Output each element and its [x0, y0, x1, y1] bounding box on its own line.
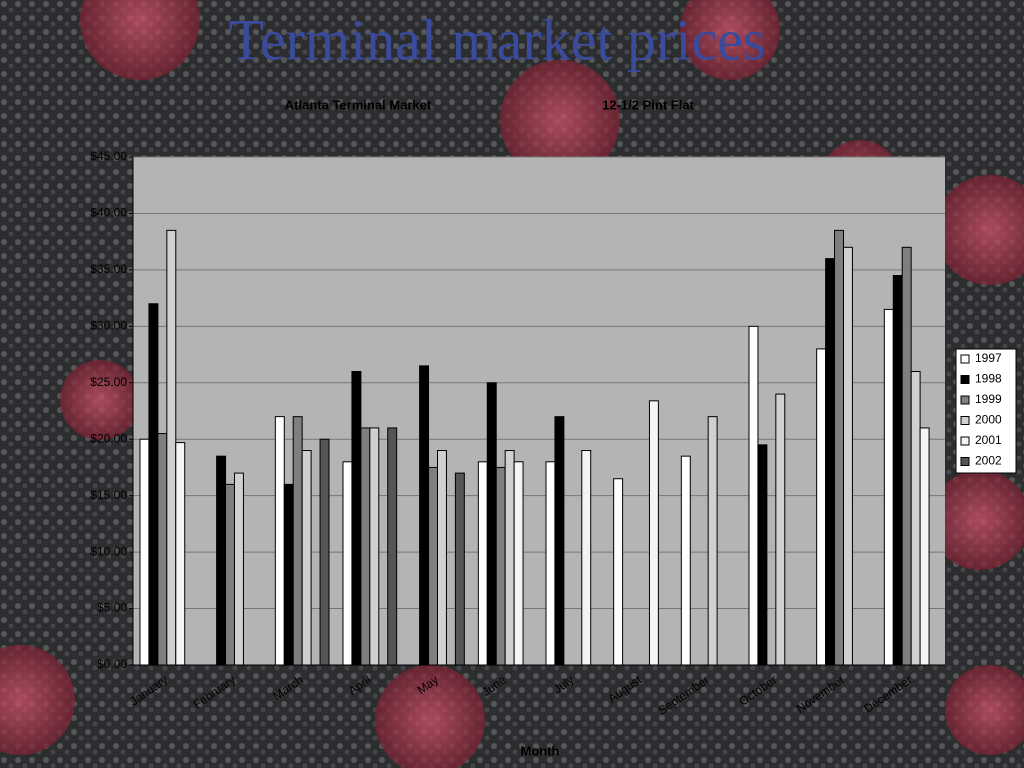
bar — [387, 427, 398, 666]
bar — [581, 450, 592, 666]
bar — [319, 438, 330, 666]
y-tick-label: $20.00 — [90, 431, 127, 445]
bar — [892, 275, 903, 666]
bar — [901, 246, 912, 666]
bar — [225, 483, 236, 666]
bar — [139, 438, 150, 666]
bar — [301, 450, 312, 666]
y-tick-label: $30.00 — [90, 319, 127, 333]
bar — [495, 466, 506, 666]
bar — [680, 455, 691, 666]
bar — [757, 444, 768, 666]
legend-label: 1998 — [975, 372, 1002, 386]
bar — [360, 427, 371, 666]
legend-swatch — [960, 436, 970, 446]
chart-subtitle: 12-1/2 Pint Flat — [602, 97, 694, 112]
bar — [148, 303, 159, 666]
y-tick-label: $5.00 — [97, 601, 127, 615]
legend-label: 1997 — [975, 351, 1002, 365]
bar — [816, 348, 827, 666]
bar — [274, 416, 285, 666]
bar — [843, 246, 853, 666]
chart-subtitle: Atlanta Terminal Market — [285, 97, 432, 112]
legend-label: 2000 — [975, 413, 1002, 427]
bar — [166, 229, 177, 666]
bar — [910, 370, 921, 666]
bar — [454, 472, 465, 666]
bar — [648, 400, 659, 666]
y-tick-label: $35.00 — [90, 262, 127, 276]
x-axis-label: Month — [521, 743, 560, 758]
bar — [775, 393, 786, 666]
bar — [369, 427, 380, 666]
legend-swatch — [960, 416, 970, 425]
bar — [513, 461, 524, 666]
bar — [419, 365, 430, 666]
legend-label: 2002 — [975, 454, 1002, 468]
bar — [545, 461, 556, 666]
bar — [834, 229, 844, 666]
legend-swatch — [960, 375, 970, 384]
y-tick-label: $0.00 — [97, 657, 127, 671]
y-tick-label: $45.00 — [90, 149, 127, 163]
y-tick-label: $15.00 — [90, 488, 127, 502]
bar — [748, 325, 759, 666]
y-tick-label: $40.00 — [90, 206, 127, 220]
legend-label: 2001 — [975, 433, 1002, 447]
bar — [157, 433, 168, 666]
bar — [428, 466, 438, 666]
bar — [342, 461, 353, 666]
legend-label: 1999 — [975, 392, 1002, 406]
bar — [175, 442, 186, 666]
bar — [486, 382, 497, 666]
legend — [955, 348, 1017, 474]
bar — [919, 427, 930, 666]
plot-area — [133, 157, 945, 665]
bar — [825, 258, 836, 666]
bar — [216, 455, 227, 666]
bar — [613, 478, 624, 666]
bar — [283, 483, 294, 666]
bar — [477, 461, 488, 666]
bar — [234, 472, 244, 666]
bar — [883, 308, 894, 666]
bar — [351, 370, 362, 666]
bar — [292, 416, 303, 666]
legend-swatch — [960, 395, 970, 405]
slide-title: Terminal market prices — [228, 7, 765, 72]
bar — [707, 416, 718, 666]
legend-swatch — [960, 457, 970, 466]
bar — [554, 416, 565, 666]
legend-swatch — [960, 354, 970, 364]
y-tick-label: $25.00 — [90, 375, 127, 389]
bar — [504, 450, 515, 666]
y-tick-label: $10.00 — [90, 544, 127, 558]
bar — [437, 450, 447, 666]
